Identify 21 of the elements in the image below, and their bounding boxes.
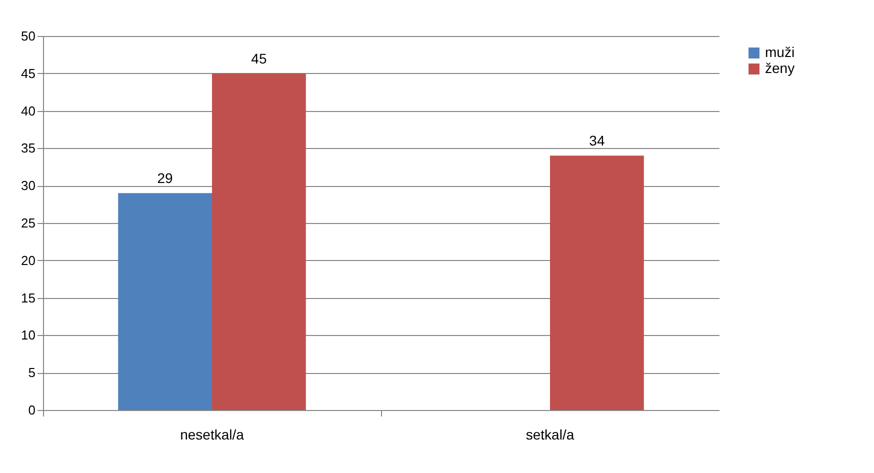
y-tick-label: 20 xyxy=(21,252,36,268)
bar xyxy=(550,156,644,410)
y-tick-label: 15 xyxy=(21,290,36,306)
bar xyxy=(118,193,212,410)
y-tick-label: 50 xyxy=(21,28,36,44)
y-tick-label: 30 xyxy=(21,178,36,194)
y-tick-label: 35 xyxy=(21,140,36,156)
x-tick-label: nesetkal/a xyxy=(180,426,244,442)
y-tick-label: 10 xyxy=(21,328,36,343)
y-tick-label: 25 xyxy=(21,216,36,230)
data-label: 34 xyxy=(589,132,605,149)
y-tick-label: 0 xyxy=(28,402,36,418)
y-tick-label: 5 xyxy=(28,365,36,380)
y-tick-label: 40 xyxy=(21,103,36,118)
legend-label: ženy xyxy=(765,60,795,76)
x-tick-label: setkal/a xyxy=(526,426,574,442)
data-label: 45 xyxy=(251,50,267,66)
data-label: 29 xyxy=(157,170,174,186)
legend-label: muži xyxy=(765,44,795,60)
bar xyxy=(212,73,306,410)
y-tick-label: 45 xyxy=(21,66,36,81)
